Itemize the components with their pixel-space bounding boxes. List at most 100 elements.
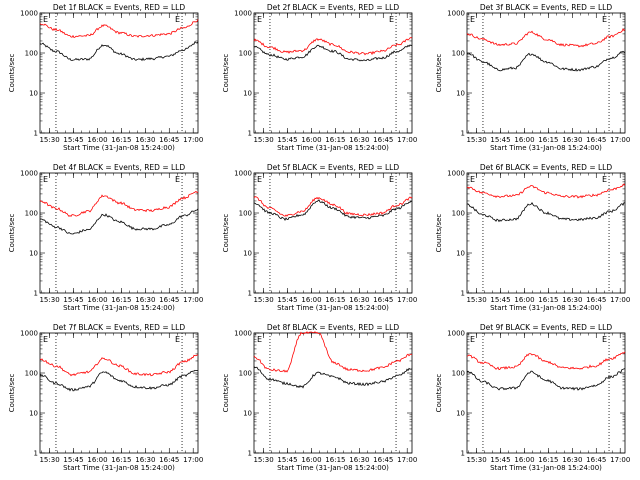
y-tick-label: 100	[452, 210, 465, 218]
y-tick-label: 1	[461, 290, 465, 298]
x-tick-label: 17:00	[397, 296, 417, 304]
x-tick-label: 16:15	[325, 296, 345, 304]
x-tick-label: 16:45	[373, 296, 393, 304]
y-tick-label: 1	[248, 450, 252, 458]
x-axis-label: Start Time (31-Jan-08 15:24:00)	[277, 144, 389, 152]
x-tick-label: 16:30	[562, 456, 582, 464]
series-events-line	[253, 44, 413, 62]
x-tick-label: 16:15	[111, 136, 131, 144]
y-tick-label: 1	[461, 130, 465, 138]
series-events-line	[39, 369, 199, 392]
x-tick-label: 16:45	[373, 456, 393, 464]
x-tick-label: 16:30	[135, 296, 155, 304]
x-tick-label: 17:00	[183, 136, 203, 144]
y-axis-label: Counts/sec	[8, 214, 16, 253]
x-tick-label: 16:45	[159, 456, 179, 464]
x-tick-label: 16:15	[325, 136, 345, 144]
y-tick-label: 1000	[20, 330, 38, 338]
x-tick-label: 16:45	[159, 296, 179, 304]
x-tick-label: 17:00	[610, 136, 630, 144]
y-tick-label: 10	[243, 90, 252, 98]
x-tick-label: 15:30	[39, 456, 59, 464]
edge-marker-label: E	[389, 175, 394, 184]
plot-frame	[39, 12, 199, 134]
x-tick-label: 16:45	[159, 136, 179, 144]
x-tick-label: 16:00	[301, 456, 321, 464]
x-tick-label: 17:00	[183, 296, 203, 304]
edge-marker-label: E	[257, 335, 262, 344]
x-tick-label: 16:00	[514, 456, 534, 464]
detector-panel-7: Det 7f BLACK = Events, RED = LLD 1 10 100 10…	[8, 323, 203, 472]
series-events-line	[253, 199, 413, 221]
detector-panel-3: Det 3f BLACK = Events, RED = LLD 1 10 100 10…	[435, 3, 630, 152]
x-tick-label: 15:30	[466, 296, 486, 304]
plot-frame	[466, 172, 626, 294]
y-axis-label: Counts/sec	[222, 374, 230, 413]
y-tick-label: 1	[461, 450, 465, 458]
x-tick-label: 15:30	[39, 136, 59, 144]
x-axis-label: Start Time (31-Jan-08 15:24:00)	[277, 304, 389, 312]
series-lld-line	[253, 331, 413, 373]
x-tick-label: 16:45	[586, 296, 606, 304]
edge-marker-label: E	[470, 335, 475, 344]
y-tick-label: 1	[34, 130, 38, 138]
x-tick-label: 16:30	[135, 136, 155, 144]
y-tick-label: 100	[25, 50, 38, 58]
plot-frame	[466, 12, 626, 134]
x-tick-label: 15:45	[277, 136, 297, 144]
edge-marker-label: E	[175, 15, 180, 24]
x-tick-label: 16:00	[514, 136, 534, 144]
panel-title: Det 1f BLACK = Events, RED = LLD	[53, 3, 186, 12]
x-axis-label: Start Time (31-Jan-08 15:24:00)	[63, 144, 175, 152]
series-lld-line	[253, 196, 413, 217]
edge-marker-label: E	[175, 335, 180, 344]
x-tick-label: 17:00	[397, 456, 417, 464]
series-events-line	[39, 41, 199, 62]
x-axis-label: Start Time (31-Jan-08 15:24:00)	[490, 304, 602, 312]
x-tick-label: 16:15	[111, 296, 131, 304]
x-tick-label: 16:45	[373, 136, 393, 144]
panel-title: Det 8f BLACK = Events, RED = LLD	[267, 323, 400, 332]
plot-frame	[39, 332, 199, 454]
y-axis-label: Counts/sec	[8, 54, 16, 93]
panel-title: Det 7f BLACK = Events, RED = LLD	[53, 323, 186, 332]
x-tick-label: 17:00	[397, 136, 417, 144]
detector-panel-5: Det 5f BLACK = Events, RED = LLD 1 10 100 10…	[222, 163, 417, 312]
y-tick-label: 1	[248, 290, 252, 298]
panel-title: Det 6f BLACK = Events, RED = LLD	[480, 163, 613, 172]
y-tick-label: 100	[239, 370, 252, 378]
edge-marker-label: E	[43, 335, 48, 344]
edge-marker-label: E	[257, 15, 262, 24]
y-tick-label: 1000	[447, 330, 465, 338]
y-tick-label: 100	[239, 210, 252, 218]
x-tick-label: 16:30	[562, 136, 582, 144]
y-tick-label: 1	[34, 450, 38, 458]
edge-marker-label: E	[602, 335, 607, 344]
x-axis-label: Start Time (31-Jan-08 15:24:00)	[490, 464, 602, 472]
x-axis-label: Start Time (31-Jan-08 15:24:00)	[490, 144, 602, 152]
y-tick-label: 10	[456, 250, 465, 258]
x-tick-label: 17:00	[610, 456, 630, 464]
x-tick-label: 16:15	[538, 296, 558, 304]
y-tick-label: 10	[243, 250, 252, 258]
x-axis-label: Start Time (31-Jan-08 15:24:00)	[277, 464, 389, 472]
edge-marker-label: E	[602, 175, 607, 184]
plot-frame	[39, 172, 199, 294]
detector-panel-8: Det 8f BLACK = Events, RED = LLD 1 10 100 10…	[222, 323, 417, 472]
x-tick-label: 15:45	[277, 296, 297, 304]
x-tick-label: 16:00	[301, 136, 321, 144]
y-tick-label: 100	[25, 210, 38, 218]
x-tick-label: 15:45	[490, 136, 510, 144]
plot-frame	[466, 332, 626, 454]
y-axis-label: Counts/sec	[8, 374, 16, 413]
y-tick-label: 1000	[234, 10, 252, 18]
y-axis-label: Counts/sec	[222, 54, 230, 93]
y-tick-label: 100	[452, 50, 465, 58]
x-tick-label: 16:30	[562, 296, 582, 304]
edge-marker-label: E	[470, 175, 475, 184]
series-events-line	[253, 366, 413, 389]
x-tick-label: 16:00	[301, 296, 321, 304]
x-tick-label: 16:15	[538, 456, 558, 464]
x-tick-label: 15:30	[253, 136, 273, 144]
